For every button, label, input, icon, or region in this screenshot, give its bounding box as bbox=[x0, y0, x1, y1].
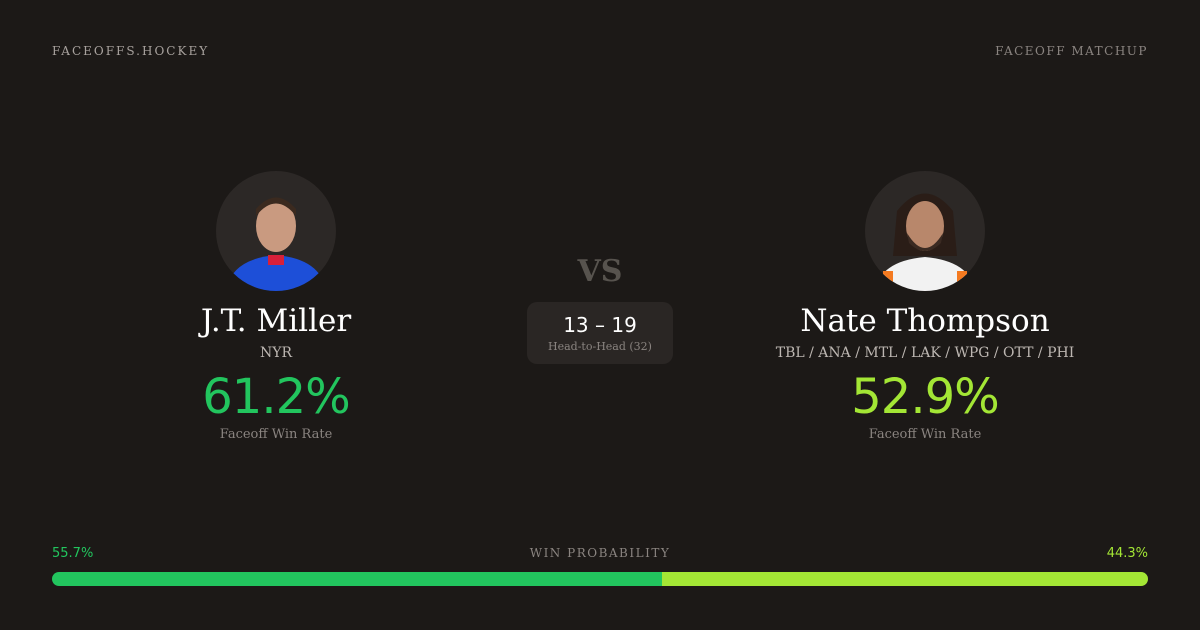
win-probability-label: WIN PROBABILITY bbox=[529, 546, 671, 560]
head-to-head-label: Head-to-Head (32) bbox=[548, 340, 652, 353]
head-to-head-box: 13 – 19 Head-to-Head (32) bbox=[527, 302, 673, 364]
player-card-left: J.T. Miller NYR 61.2% Faceoff Win Rate bbox=[76, 171, 476, 442]
brand-logo: FACEOFFS.HOCKEY bbox=[52, 44, 210, 58]
left-probability: 55.7% bbox=[52, 546, 94, 561]
win-probability-section: 55.7% WIN PROBABILITY 44.3% bbox=[52, 546, 1148, 586]
win-rate: 61.2% bbox=[202, 369, 350, 425]
player-name: J.T. Miller bbox=[200, 303, 352, 339]
win-rate-label: Faceoff Win Rate bbox=[219, 427, 333, 442]
player-avatar bbox=[865, 171, 985, 291]
player-name: Nate Thompson bbox=[800, 303, 1050, 339]
left-probability-fill bbox=[52, 572, 663, 586]
player-card-right: Nate Thompson TBL / ANA / MTL / LAK / WP… bbox=[725, 171, 1125, 442]
head-to-head-score: 13 – 19 bbox=[563, 313, 637, 337]
right-probability: 44.3% bbox=[1106, 546, 1148, 561]
vs-label: VS bbox=[577, 254, 623, 289]
page-tag: FACEOFF MATCHUP bbox=[995, 44, 1148, 58]
player-team: TBL / ANA / MTL / LAK / WPG / OTT / PHI bbox=[775, 345, 1075, 361]
win-probability-bar bbox=[52, 572, 1148, 586]
win-rate: 52.9% bbox=[851, 369, 999, 425]
player-team: NYR bbox=[259, 345, 293, 361]
player-avatar bbox=[216, 171, 336, 291]
win-rate-label: Faceoff Win Rate bbox=[868, 427, 982, 442]
right-probability-fill bbox=[662, 572, 1148, 586]
